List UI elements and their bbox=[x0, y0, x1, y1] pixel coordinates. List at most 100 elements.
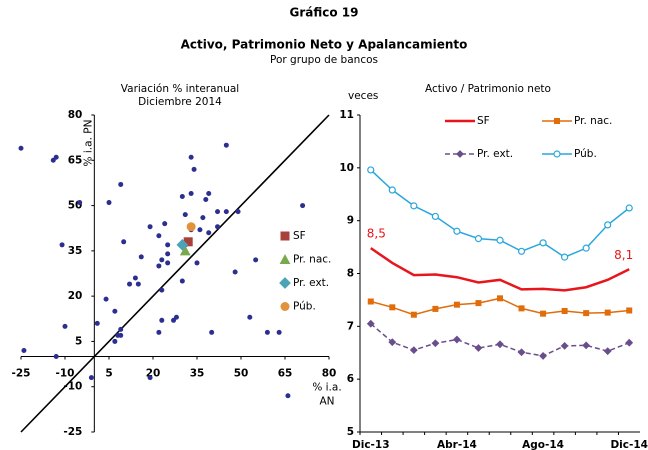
marker bbox=[280, 231, 290, 241]
marker bbox=[132, 275, 138, 281]
marker bbox=[206, 230, 212, 236]
marker bbox=[409, 346, 418, 355]
marker bbox=[625, 338, 634, 347]
x-tick-label: Abr-14 bbox=[437, 439, 477, 450]
y-tick-label: 7 bbox=[347, 320, 354, 332]
diagonal-line bbox=[20, 114, 330, 433]
marker bbox=[179, 194, 185, 200]
marker bbox=[183, 237, 193, 247]
marker bbox=[554, 118, 560, 124]
marker bbox=[247, 314, 253, 320]
marker bbox=[280, 302, 290, 311]
y-tick-label: -25 bbox=[63, 426, 82, 438]
legend-label: Púb. bbox=[293, 301, 316, 313]
marker bbox=[410, 311, 417, 318]
marker bbox=[106, 200, 112, 206]
marker bbox=[264, 329, 270, 335]
marker bbox=[112, 308, 118, 314]
marker bbox=[53, 154, 59, 160]
marker bbox=[474, 235, 483, 243]
marker bbox=[156, 233, 162, 239]
marker bbox=[560, 341, 569, 350]
marker bbox=[496, 340, 504, 349]
x-tick-label: -10 bbox=[56, 368, 75, 380]
marker bbox=[156, 329, 162, 335]
marker bbox=[127, 281, 133, 287]
x-tick-label: Dic-14 bbox=[610, 439, 648, 450]
x-tick-label: 50 bbox=[234, 368, 249, 380]
marker bbox=[18, 145, 24, 151]
legend-label: Pr. ext. bbox=[477, 148, 513, 160]
marker bbox=[179, 245, 191, 256]
series-line bbox=[370, 323, 630, 357]
marker bbox=[171, 317, 177, 323]
value-label: 8,5 bbox=[367, 227, 386, 241]
marker bbox=[604, 221, 612, 229]
y-tick-label: 8 bbox=[347, 268, 354, 280]
chart-title: Activo / Patrimonio neto bbox=[425, 83, 551, 95]
marker bbox=[388, 338, 397, 347]
series-line bbox=[370, 247, 630, 292]
marker bbox=[200, 215, 206, 221]
marker bbox=[518, 305, 525, 312]
marker bbox=[188, 190, 194, 196]
marker bbox=[159, 257, 165, 263]
marker bbox=[517, 247, 526, 255]
marker bbox=[162, 221, 168, 227]
marker bbox=[388, 186, 396, 194]
marker bbox=[77, 200, 83, 206]
figure-label: Gráfico 19 bbox=[290, 6, 359, 20]
marker bbox=[112, 338, 118, 344]
marker bbox=[235, 209, 241, 215]
chart-subtitle: Diciembre 2014 bbox=[138, 96, 222, 108]
marker bbox=[191, 166, 197, 172]
marker bbox=[118, 326, 124, 332]
marker bbox=[176, 238, 189, 251]
marker bbox=[103, 296, 109, 302]
marker bbox=[179, 278, 185, 284]
x-tick-label: 65 bbox=[278, 368, 293, 380]
x-tick-label: 80 bbox=[322, 368, 337, 380]
y-tick-label: 10 bbox=[339, 162, 354, 174]
marker bbox=[410, 202, 418, 210]
marker bbox=[539, 239, 547, 247]
marker bbox=[209, 329, 215, 335]
marker bbox=[53, 354, 59, 360]
marker bbox=[540, 310, 547, 317]
y-axis-label: % i.a. PN bbox=[82, 120, 94, 167]
marker bbox=[253, 257, 259, 263]
marker bbox=[389, 304, 396, 311]
y-tick-label: 5 bbox=[75, 335, 82, 347]
marker bbox=[135, 281, 141, 287]
marker bbox=[517, 348, 526, 357]
legend-label: SF bbox=[477, 115, 490, 127]
marker bbox=[582, 341, 591, 350]
marker bbox=[223, 142, 229, 148]
marker bbox=[165, 251, 171, 257]
legend-label: Pr. nac. bbox=[293, 254, 331, 266]
marker bbox=[165, 242, 171, 248]
marker bbox=[539, 352, 547, 360]
figure-subtitle: Por grupo de bancos bbox=[270, 54, 378, 66]
marker bbox=[118, 332, 124, 338]
marker bbox=[285, 393, 291, 399]
figure-title: Activo, Patrimonio Neto y Apalancamiento bbox=[181, 38, 468, 52]
y-tick-label: 65 bbox=[68, 154, 83, 166]
marker bbox=[147, 375, 153, 381]
marker bbox=[279, 277, 291, 289]
y-tick-label: 80 bbox=[68, 109, 83, 121]
marker bbox=[456, 150, 464, 158]
marker bbox=[561, 253, 569, 261]
marker bbox=[121, 239, 127, 245]
marker bbox=[21, 347, 27, 353]
marker bbox=[603, 347, 612, 356]
marker bbox=[215, 209, 221, 215]
marker bbox=[367, 166, 375, 174]
x-axis-label: % i.a. bbox=[312, 382, 341, 394]
marker bbox=[138, 254, 144, 260]
marker bbox=[197, 227, 203, 233]
marker bbox=[59, 242, 65, 248]
series-line bbox=[370, 169, 630, 258]
marker bbox=[625, 204, 633, 212]
